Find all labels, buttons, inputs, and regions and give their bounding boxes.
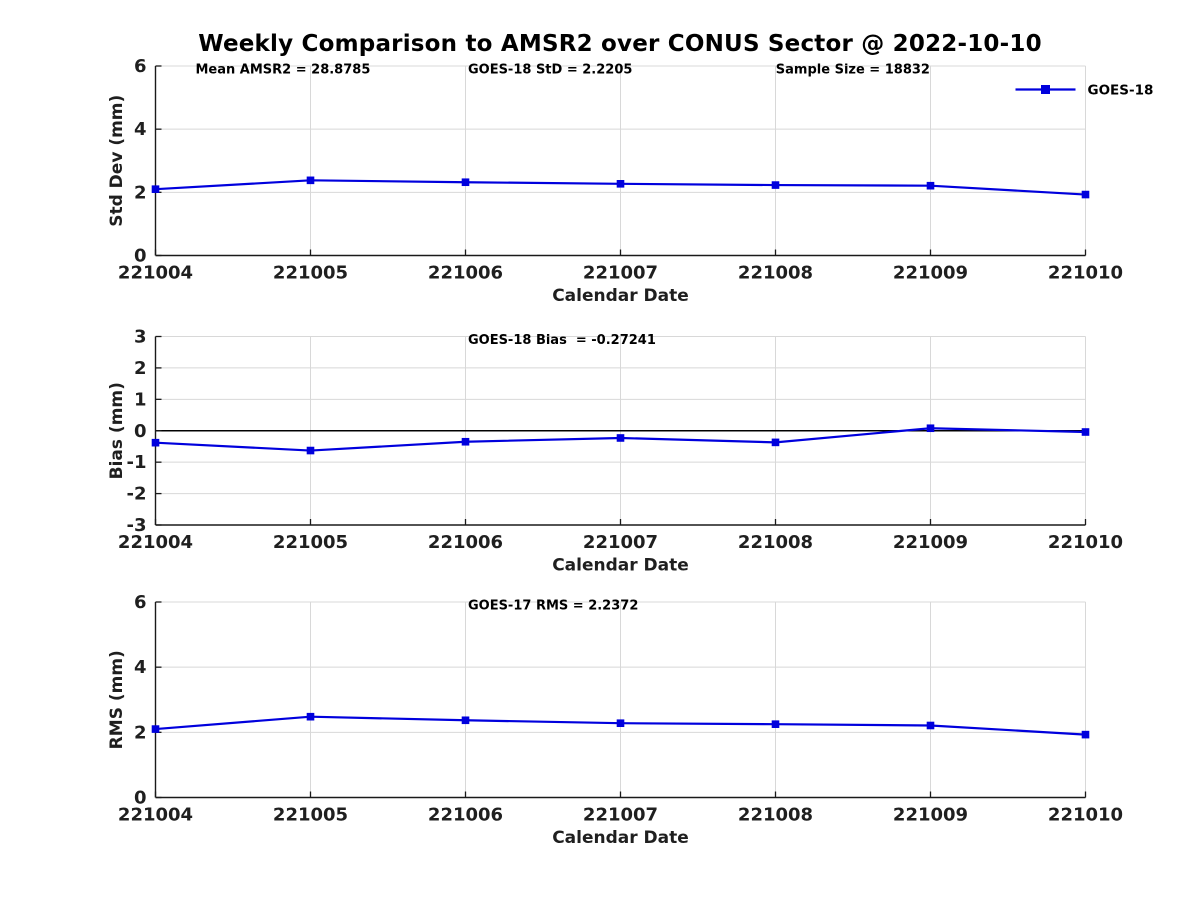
data-point-marker xyxy=(151,185,160,193)
rms-panel: 221004 221005 221006 221007 221008 221009 2210… xyxy=(107,592,1123,848)
data-point-marker xyxy=(771,720,780,728)
annotation-text: GOES-17 RMS = 2.2372 xyxy=(468,599,638,614)
x-tick-label: 221006 xyxy=(428,263,503,284)
figure-title: Weekly Comparison to AMSR2 over CONUS Se… xyxy=(198,31,1042,57)
x-tick-label: 221004 xyxy=(118,263,193,284)
x-tick-label: 221008 xyxy=(738,805,813,826)
y-tick-label: 6 xyxy=(134,56,147,77)
x-tick-label: 221009 xyxy=(893,532,968,553)
data-point-marker xyxy=(926,721,935,730)
x-tick-label: 221008 xyxy=(738,532,813,553)
y-tick-label: 0 xyxy=(134,788,147,809)
x-tick-label: 221005 xyxy=(273,263,348,284)
x-tick-label: 221007 xyxy=(583,532,658,553)
y-tick-label: -3 xyxy=(127,515,147,536)
data-point-marker xyxy=(771,438,780,447)
annotation-text: Sample Size = 18832 xyxy=(776,63,930,78)
x-axis-label: Calendar Date xyxy=(552,828,689,848)
data-point-marker xyxy=(1081,730,1090,739)
stddev-panel: 221004 221005 221006 221007 221008 221009 2210… xyxy=(107,56,1153,306)
y-tick-label: 0 xyxy=(134,246,147,267)
data-point-marker xyxy=(926,424,935,433)
x-tick-label: 221007 xyxy=(583,805,658,826)
data-point-marker xyxy=(461,716,470,725)
x-tick-label: 221007 xyxy=(583,263,658,284)
y-tick-label: 6 xyxy=(134,592,147,613)
annotation-text: GOES-18 Bias = -0.27241 xyxy=(468,333,656,348)
data-point-marker xyxy=(926,181,935,190)
x-tick-label: 221009 xyxy=(893,805,968,826)
x-axis-label: Calendar Date xyxy=(552,286,689,306)
x-tick-label: 221005 xyxy=(273,532,348,553)
data-point-marker xyxy=(616,180,625,188)
x-tick-label: 221010 xyxy=(1048,532,1123,553)
legend: GOES-18 xyxy=(1015,83,1154,99)
legend-marker xyxy=(1041,85,1050,94)
legend-label: GOES-18 xyxy=(1088,83,1154,99)
data-point-marker xyxy=(306,176,315,185)
y-axis-label: Std Dev (mm) xyxy=(107,95,127,227)
bias-panel: 221004 221005 221006 221007 221008 221009 2210… xyxy=(107,327,1123,576)
data-point-marker xyxy=(771,181,780,189)
data-point-marker xyxy=(461,178,470,187)
x-tick-label: 221010 xyxy=(1048,263,1123,284)
y-tick-label: -1 xyxy=(127,452,147,473)
data-point-marker xyxy=(1081,190,1090,199)
y-tick-label: 4 xyxy=(134,119,147,140)
x-tick-label: 221006 xyxy=(428,805,503,826)
x-tick-label: 221006 xyxy=(428,532,503,553)
y-tick-label: 2 xyxy=(134,722,147,743)
data-point-marker xyxy=(306,446,315,455)
annotation-text: Mean AMSR2 = 28.8785 xyxy=(195,63,370,78)
data-point-marker xyxy=(616,434,625,442)
data-point-marker xyxy=(1081,428,1090,436)
annotation-text: GOES-18 StD = 2.2205 xyxy=(468,63,632,78)
x-tick-label: 221008 xyxy=(738,263,813,284)
y-tick-label: 1 xyxy=(134,389,147,410)
data-point-marker xyxy=(616,719,625,728)
x-tick-label: 221010 xyxy=(1048,805,1123,826)
data-point-marker xyxy=(151,725,160,733)
data-point-marker xyxy=(461,437,470,446)
x-tick-label: 221004 xyxy=(118,805,193,826)
x-axis-label: Calendar Date xyxy=(552,556,689,576)
y-tick-label: 2 xyxy=(134,358,147,379)
y-tick-label: 2 xyxy=(134,182,147,203)
x-tick-label: 221004 xyxy=(118,532,193,553)
data-point-marker xyxy=(306,712,315,721)
y-axis-label: RMS (mm) xyxy=(107,650,127,749)
y-tick-label: 0 xyxy=(134,421,147,442)
x-tick-label: 221009 xyxy=(893,263,968,284)
y-tick-label: -2 xyxy=(127,484,147,505)
y-axis-label: Bias (mm) xyxy=(107,382,127,479)
data-point-marker xyxy=(151,438,160,447)
y-tick-label: 3 xyxy=(134,327,147,348)
x-tick-label: 221005 xyxy=(273,805,348,826)
y-tick-label: 4 xyxy=(134,657,147,678)
